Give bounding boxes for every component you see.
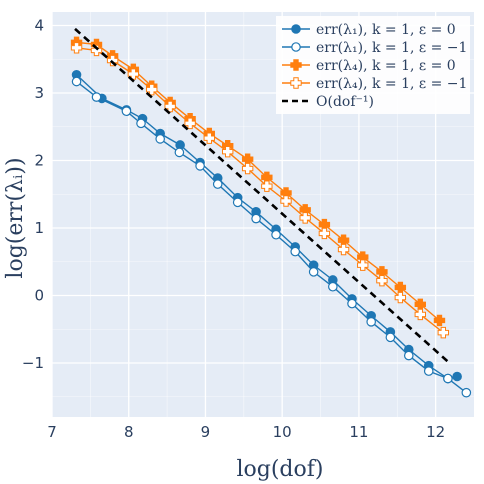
legend: err(λ₁), k = 1, ε = 0 err(λ₁), k = 1, ε =… <box>276 16 470 114</box>
legend-swatch-marker <box>290 59 302 71</box>
data-point <box>299 212 311 224</box>
data-point <box>232 197 243 208</box>
data-point <box>280 195 292 207</box>
data-point <box>251 213 261 224</box>
data-point <box>136 118 146 129</box>
data-point <box>91 92 102 102</box>
data-point <box>461 387 472 398</box>
data-point <box>452 371 462 382</box>
data-point <box>222 146 234 158</box>
legend-label: err(λ₄), k = 1, ε = 0 <box>316 58 456 74</box>
y-tick-label: 1 <box>34 219 44 237</box>
data-point <box>376 274 388 287</box>
data-point <box>164 100 176 113</box>
x-axis-title: log(dof) <box>236 457 323 482</box>
data-point <box>184 117 196 130</box>
legend-swatch-marker <box>290 77 302 89</box>
data-point <box>423 366 434 376</box>
data-point <box>385 332 396 343</box>
y-tick-label: 2 <box>34 152 44 170</box>
data-point <box>212 179 223 189</box>
data-point <box>357 259 369 271</box>
data-point <box>261 180 273 192</box>
data-point <box>146 83 158 96</box>
data-point <box>337 243 350 256</box>
series-layer <box>70 27 472 398</box>
legend-swatch-marker <box>291 42 301 52</box>
data-point <box>414 308 426 321</box>
data-point <box>328 281 338 292</box>
data-point <box>121 106 132 117</box>
data-point <box>318 227 331 240</box>
y-tick-label: −1 <box>22 354 44 372</box>
legend-label: O(dof⁻¹) <box>316 94 374 110</box>
data-point <box>241 162 254 175</box>
y-tick-label: 3 <box>34 84 44 102</box>
data-point <box>403 350 414 361</box>
data-point <box>437 326 450 339</box>
y-tick-label: 4 <box>34 17 44 35</box>
legend-label: err(λ₁), k = 1, ε = −1 <box>316 40 467 56</box>
data-point <box>290 246 301 257</box>
data-point <box>271 229 281 240</box>
legend-label: err(λ₁), k = 1, ε = 0 <box>316 22 456 38</box>
data-point <box>433 314 446 327</box>
x-tick-label: 12 <box>426 423 445 441</box>
data-point <box>394 291 407 304</box>
x-tick-label: 8 <box>124 423 134 441</box>
x-tick-label: 7 <box>47 423 57 441</box>
data-point <box>174 147 185 158</box>
data-point <box>70 42 83 54</box>
legend-label: err(λ₄), k = 1, ε = −1 <box>316 76 467 92</box>
legend-swatch-marker <box>291 24 301 34</box>
data-point <box>203 132 215 144</box>
data-point <box>366 317 376 327</box>
x-tick-label: 10 <box>273 423 292 441</box>
series-1 <box>71 76 472 398</box>
data-point <box>71 76 82 87</box>
data-point <box>195 161 205 171</box>
data-point <box>443 373 453 384</box>
data-point <box>347 298 357 309</box>
x-tick-label: 11 <box>349 423 368 441</box>
data-point <box>155 134 165 144</box>
x-tick-label: 9 <box>201 423 211 441</box>
y-axis-title: log(err(λᵢ)) <box>3 157 28 278</box>
series-3 <box>70 42 450 339</box>
data-point <box>308 267 319 277</box>
data-point <box>127 68 140 80</box>
y-tick-label: 0 <box>34 287 44 305</box>
